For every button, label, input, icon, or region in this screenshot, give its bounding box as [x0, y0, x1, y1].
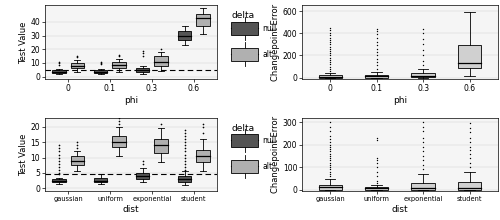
Y-axis label: Test Value: Test Value [18, 133, 28, 176]
Bar [232, 160, 258, 173]
Bar [365, 75, 388, 78]
Bar [318, 185, 342, 190]
X-axis label: dist: dist [122, 205, 139, 214]
Bar [112, 136, 126, 147]
Text: alt: alt [262, 50, 273, 59]
Bar [365, 187, 388, 190]
X-axis label: dist: dist [392, 205, 408, 214]
Bar [412, 183, 434, 190]
Bar [112, 62, 126, 68]
Bar [154, 139, 168, 153]
Text: delta: delta [232, 11, 254, 20]
Bar [232, 22, 258, 35]
Y-axis label: Changepoint Error: Changepoint Error [271, 4, 280, 81]
Bar [154, 56, 168, 66]
Bar [232, 48, 258, 61]
Text: alt: alt [262, 162, 273, 171]
Bar [136, 173, 149, 179]
Bar [178, 31, 192, 40]
Bar [52, 179, 66, 182]
Text: null: null [262, 24, 277, 33]
Bar [94, 70, 108, 73]
Bar [196, 150, 209, 162]
Y-axis label: Test Value: Test Value [18, 21, 28, 64]
Bar [232, 134, 258, 147]
Text: delta: delta [232, 124, 254, 132]
Bar [94, 178, 108, 182]
Bar [52, 70, 66, 73]
Bar [178, 176, 192, 182]
Bar [412, 73, 434, 77]
X-axis label: phi: phi [393, 96, 407, 105]
Text: null: null [262, 136, 277, 145]
X-axis label: phi: phi [124, 96, 138, 105]
Bar [318, 75, 342, 78]
Bar [458, 182, 481, 190]
Bar [70, 63, 84, 68]
Bar [458, 45, 481, 68]
Bar [136, 68, 149, 72]
Bar [70, 156, 84, 165]
Bar [196, 14, 209, 26]
Y-axis label: Changepoint Error: Changepoint Error [271, 116, 280, 193]
